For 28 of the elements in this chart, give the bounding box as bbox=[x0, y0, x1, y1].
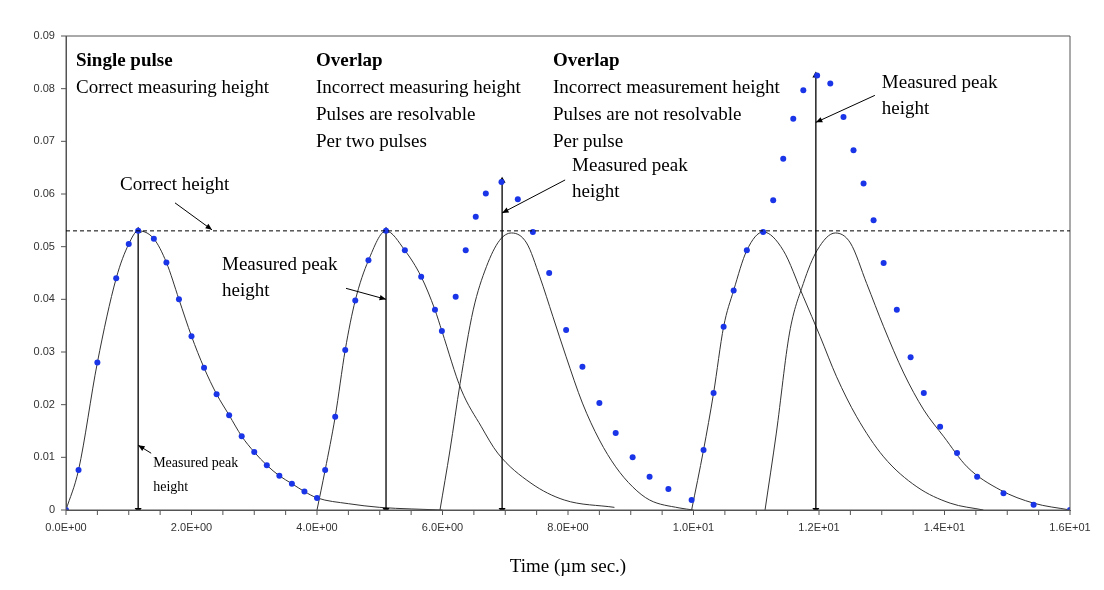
annotation: Measured peak height bbox=[572, 154, 689, 202]
ref-line-label: Correct height bbox=[120, 173, 230, 195]
x-tick-label: 1.6E+01 bbox=[1049, 520, 1091, 533]
x-tick-label: 2.0E+00 bbox=[170, 520, 213, 533]
y-tick-label: 0.02 bbox=[33, 397, 55, 410]
x-tick-label: 0.0E+00 bbox=[45, 520, 87, 533]
y-tick-label: 0.09 bbox=[33, 29, 55, 42]
y-tick-label: 0.08 bbox=[33, 81, 55, 94]
annotation: Measured peak height bbox=[881, 70, 998, 118]
annotation: Single pulse Correct measuring height bbox=[76, 49, 270, 98]
annotation: Measured peak height bbox=[222, 252, 339, 300]
x-axis-title: Time (µm sec.) bbox=[509, 554, 627, 577]
x-tick-label: 8.0E+00 bbox=[547, 520, 589, 533]
y-tick-label: 0.01 bbox=[33, 450, 55, 463]
y-tick-label: 0.05 bbox=[33, 239, 55, 252]
x-tick-label: 1.0E+01 bbox=[672, 520, 715, 533]
y-tick-label: 0.03 bbox=[33, 345, 55, 358]
y-tick-label: 0.04 bbox=[33, 292, 55, 305]
annotation: Overlap Incorrect measurement height Pulses are not resolvable Per pulse bbox=[553, 49, 781, 152]
x-tick-label: 6.0E+00 bbox=[421, 520, 464, 533]
y-tick-label: 0.07 bbox=[33, 134, 55, 147]
x-tick-label: 1.2E+01 bbox=[798, 520, 840, 533]
annotation: Overlap Incorrect measuring height Pulses are resolvable Per two pulses bbox=[316, 49, 522, 152]
x-tick-label: 1.4E+01 bbox=[923, 520, 966, 533]
y-tick-label: 0 bbox=[48, 503, 55, 516]
y-tick-label: 0.06 bbox=[33, 187, 55, 200]
annotation: Measured peak height bbox=[153, 454, 239, 494]
x-tick-label: 4.0E+00 bbox=[296, 520, 338, 533]
